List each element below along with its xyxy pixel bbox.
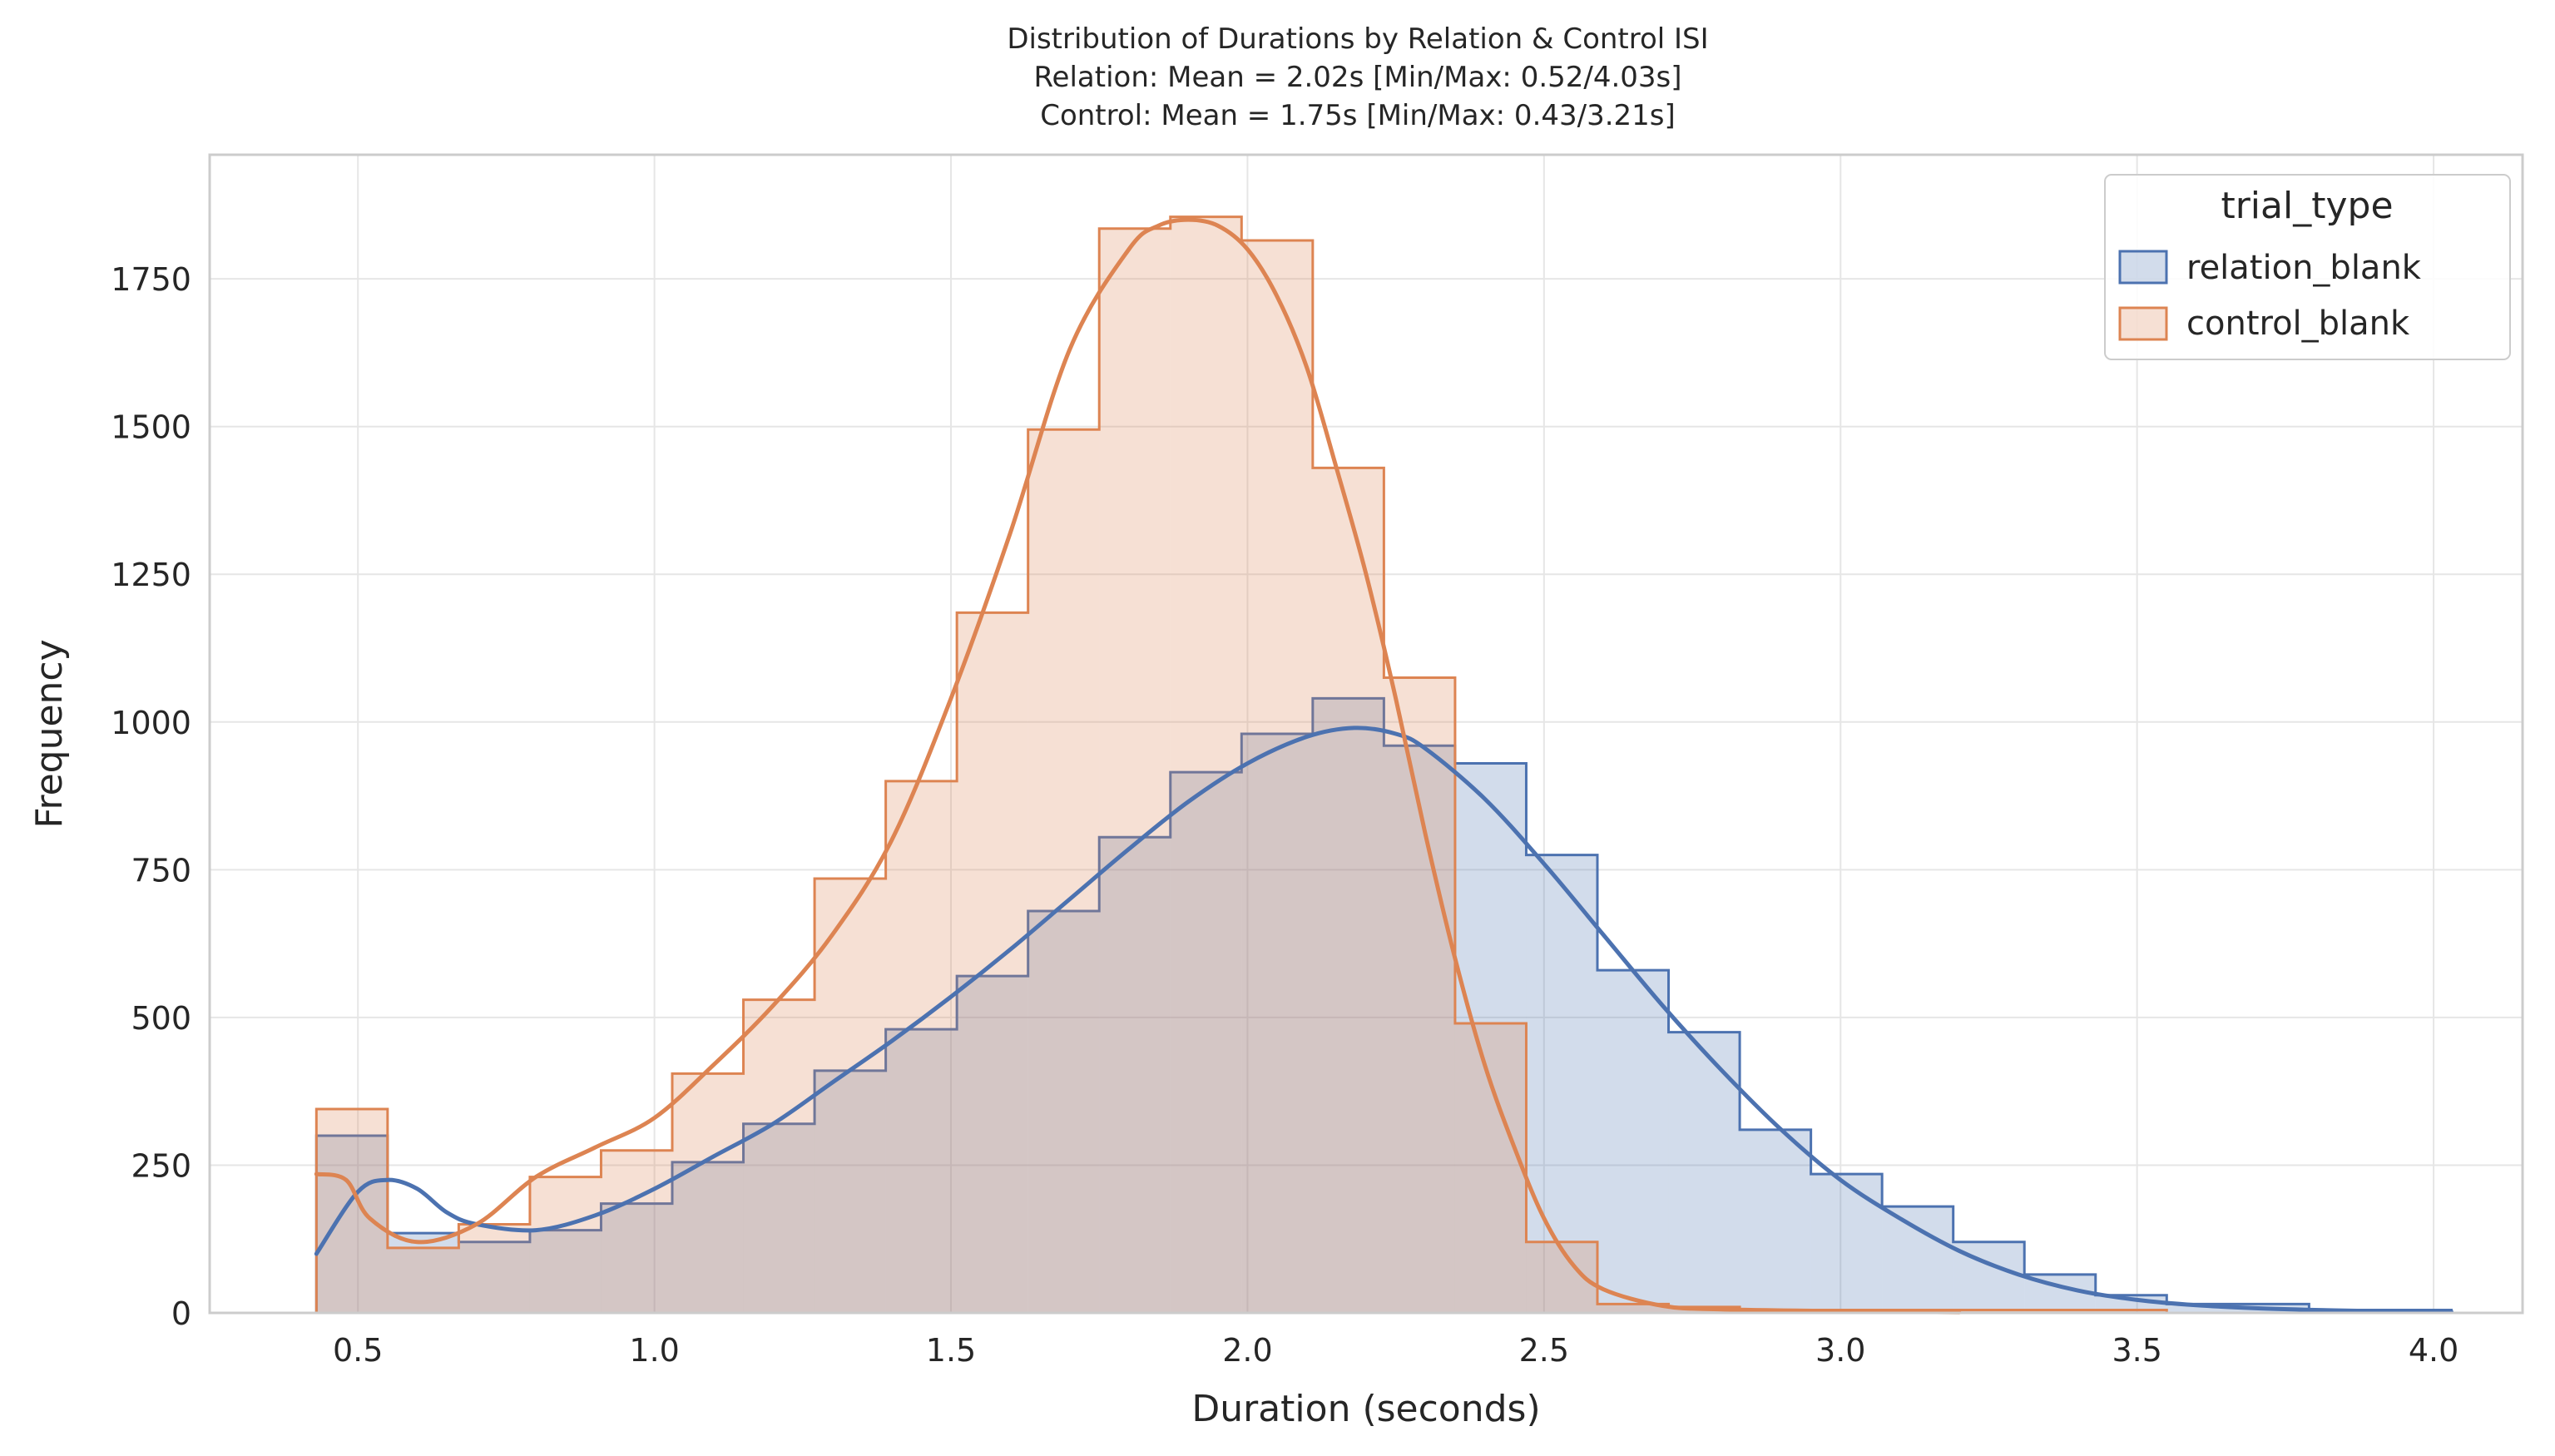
x-axis-ticks: 0.5 1.0 1.5 2.0 2.5 3.0 3.5 4.0: [333, 1332, 2458, 1369]
bar-relation_blank-19: [1668, 1032, 1740, 1313]
y-tick-label-3: 750: [131, 852, 191, 889]
bar-relation_blank-15: [1384, 745, 1455, 1313]
bar-relation_blank-2: [458, 1241, 530, 1313]
bar-relation_blank-5: [672, 1161, 744, 1313]
y-tick-label-6: 1500: [111, 409, 191, 446]
bar-control_blank-15: [1384, 677, 1455, 1313]
bar-control_blank-2: [458, 1224, 530, 1313]
bar-control_blank-3: [529, 1176, 602, 1313]
chart-title-line-3: Control: Mean = 1.75s [Min/Max: 0.43/3.2…: [1040, 99, 1676, 132]
x-tick-label-6: 3.5: [2112, 1332, 2161, 1369]
kde-curve-relation_blank: [314, 726, 2453, 1315]
bar-control_blank-0: [316, 1108, 388, 1313]
x-tick-label-5: 3.0: [1815, 1332, 1865, 1369]
bar-control_blank-10: [1027, 429, 1100, 1313]
bar-relation_blank-26: [2166, 1304, 2238, 1313]
legend-box: [2104, 174, 2511, 360]
bar-relation_blank-10: [1027, 911, 1100, 1313]
legend: trial_type relation_blank control_blank: [2104, 174, 2511, 360]
bar-relation_blank-4: [601, 1203, 672, 1313]
y-tick-label-4: 1000: [111, 705, 191, 741]
legend-swatch-control-blank: [2118, 306, 2168, 341]
chart-title-line-1: Distribution of Durations by Relation & …: [1007, 22, 1708, 56]
chart-title: Distribution of Durations by Relation & …: [1007, 22, 1708, 132]
bar-control_blank-25: [2095, 1310, 2167, 1313]
x-tick-label-0: 0.5: [333, 1332, 383, 1369]
y-axis-label: Frequency: [28, 639, 71, 828]
x-tick-label-3: 2.0: [1222, 1332, 1272, 1369]
x-tick-label-7: 4.0: [2409, 1332, 2458, 1369]
legend-title: trial_type: [2221, 185, 2393, 227]
y-axis-ticks: 0 250 500 750 1000 1250 1500 1750: [111, 261, 191, 1332]
bar-relation_blank-13: [1241, 734, 1313, 1313]
bar-control_blank-11: [1099, 228, 1171, 1313]
bar-relation_blank-6: [743, 1123, 815, 1313]
bar-relation_blank-21: [1810, 1174, 1883, 1313]
bar-control_blank-4: [601, 1150, 672, 1313]
bar-outline-relation_blank: [314, 696, 2453, 1313]
bar-relation_blank-20: [1740, 1129, 1811, 1313]
bar-control_blank-7: [815, 879, 886, 1313]
x-tick-label-2: 1.5: [926, 1332, 976, 1369]
bar-relation_blank-18: [1597, 970, 1669, 1313]
x-tick-label-1: 1.0: [629, 1332, 679, 1369]
x-tick-label-4: 2.5: [1519, 1332, 1569, 1369]
bar-control_blank-5: [672, 1073, 744, 1313]
bar-relation_blank-11: [1099, 837, 1171, 1313]
bar-control_blank-12: [1170, 216, 1242, 1314]
y-tick-label-2: 500: [131, 1000, 191, 1037]
bar-relation_blank-12: [1170, 772, 1242, 1313]
histogram-bars: [314, 215, 2453, 1315]
bar-relation_blank-22: [1882, 1206, 1953, 1313]
bar-control_blank-24: [2024, 1310, 2096, 1313]
bar-relation_blank-16: [1454, 763, 1527, 1313]
y-tick-label-7: 1750: [111, 261, 191, 298]
bar-relation_blank-9: [957, 976, 1028, 1313]
y-tick-label-1: 250: [131, 1147, 191, 1184]
plot-frame: [208, 153, 2524, 1315]
bar-control_blank-18: [1597, 1304, 1669, 1313]
bar-control_blank-8: [885, 780, 958, 1313]
bar-relation_blank-7: [815, 1070, 886, 1313]
chart-title-line-2: Relation: Mean = 2.02s [Min/Max: 0.52/4.…: [1033, 61, 1681, 94]
legend-label-relation-blank: relation_blank: [2186, 249, 2422, 287]
y-tick-label-5: 1250: [111, 557, 191, 593]
bar-relation_blank-3: [529, 1230, 602, 1313]
bar-relation_blank-14: [1312, 698, 1384, 1313]
kde-curve-control_blank: [314, 217, 1962, 1315]
bar-control_blank-23: [1953, 1310, 2025, 1313]
bar-relation_blank-1: [387, 1233, 459, 1313]
bar-control_blank-13: [1241, 240, 1313, 1313]
bars-control_blank: [314, 215, 2452, 1315]
bars-relation_blank: [314, 696, 2453, 1313]
bar-relation_blank-17: [1526, 854, 1597, 1313]
bar-relation_blank-8: [885, 1029, 958, 1313]
bar-control_blank-14: [1312, 468, 1384, 1313]
legend-label-control-blank: control_blank: [2186, 305, 2410, 343]
x-axis-label: Duration (seconds): [1191, 1388, 1540, 1430]
legend-swatch-relation-blank: [2118, 250, 2168, 285]
bar-control_blank-1: [387, 1247, 459, 1313]
y-tick-label-0: 0: [171, 1295, 191, 1332]
bar-control_blank-6: [743, 999, 815, 1313]
bar-control_blank-16: [1454, 1023, 1527, 1313]
kde-curves: [314, 217, 2453, 1315]
